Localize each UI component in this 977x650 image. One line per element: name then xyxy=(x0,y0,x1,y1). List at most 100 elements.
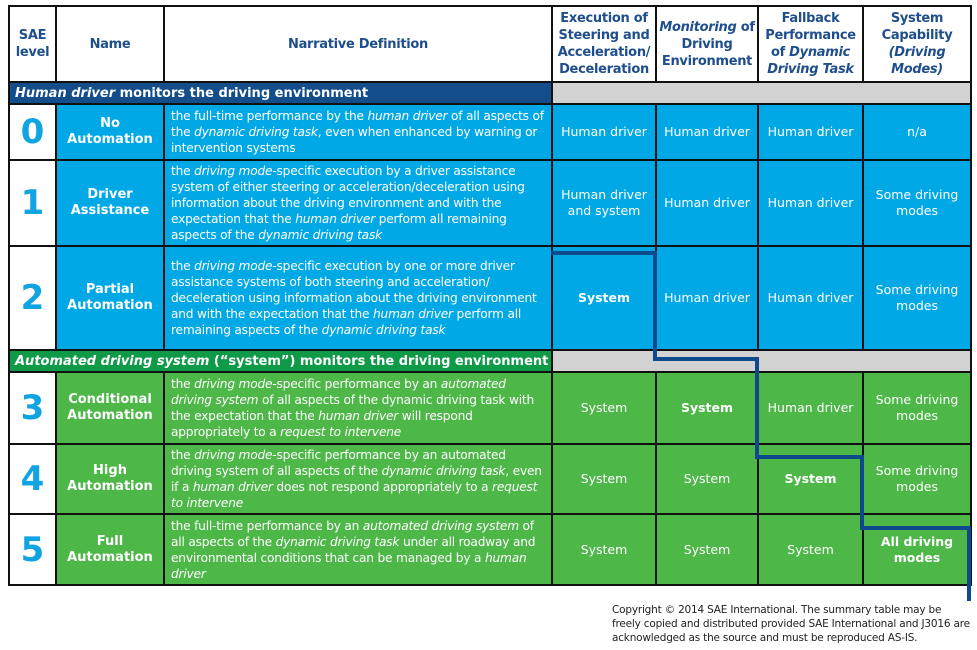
responsibility-cell: System xyxy=(551,245,657,351)
level-number: 0 xyxy=(8,103,57,161)
narrative-definition: the driving mode-specific performance by… xyxy=(163,443,553,515)
text-segment: of all aspects of the xyxy=(171,109,544,139)
responsibility-cell: Some driving modes xyxy=(862,371,972,445)
text-segment: perform all remaining aspects of the xyxy=(171,212,507,242)
column-header: Execution of Steering and Acceleration/ … xyxy=(551,5,657,83)
text-segment: Automated driving system xyxy=(15,353,210,369)
level-name: Full Automation xyxy=(55,513,165,586)
text-segment: human driver xyxy=(367,109,448,123)
text-segment: the xyxy=(171,259,195,273)
text-segment: -specific execution by one or more drive… xyxy=(171,259,537,321)
level-number: 2 xyxy=(8,245,57,351)
responsibility-cell: System xyxy=(655,443,759,515)
level-number: 3 xyxy=(8,371,57,445)
responsibility-cell: System xyxy=(551,513,657,586)
text-segment: human driver xyxy=(171,550,527,581)
responsibility-cell: Human driver xyxy=(655,245,759,351)
text-segment: perform all remaining aspects of the xyxy=(171,307,522,337)
responsibility-cell: Some driving modes xyxy=(862,159,972,247)
column-header: Narrative Definition xyxy=(163,5,553,83)
text-segment: the full-time performance by an xyxy=(171,518,363,533)
responsibility-cell: Some driving modes xyxy=(862,245,972,351)
section-band-label: Human driver monitors the driving enviro… xyxy=(8,81,553,105)
level-name: Driver Assistance xyxy=(55,159,165,247)
section-band-filler xyxy=(551,81,972,105)
responsibility-cell: System xyxy=(551,443,657,515)
responsibility-cell: System xyxy=(655,513,759,586)
sae-levels-table: SAE level Name Narrative Definition Executi… xyxy=(8,5,972,586)
column-header: Name xyxy=(55,5,165,83)
text-segment: (Driving Modes) xyxy=(888,45,946,77)
responsibility-cell: Some driving modes xyxy=(862,443,972,515)
column-header: Monitoring of Driving Environment xyxy=(655,5,759,83)
responsibility-cell: System xyxy=(757,513,864,586)
responsibility-cell: All driving modes xyxy=(862,513,972,586)
narrative-definition: the full-time performance by the human d… xyxy=(163,103,553,161)
responsibility-cell: Human driver xyxy=(655,103,759,161)
header-row: SAE level Name Narrative Definition Executi… xyxy=(8,5,972,83)
responsibility-cell: Human driver xyxy=(757,103,864,161)
responsibility-cell: Human driver xyxy=(757,159,864,247)
text-segment: dynamic driving task xyxy=(321,323,446,337)
column-header: SAE level xyxy=(8,5,57,83)
text-segment: of all aspects of the xyxy=(171,518,534,549)
text-segment: automated driving system xyxy=(362,518,519,533)
text-segment: will respond appropriately to a xyxy=(171,409,473,439)
text-segment: Execution of Steering and Acceleration/ … xyxy=(557,11,651,77)
text-segment: SAE level xyxy=(15,28,50,60)
text-segment: of Driving Environment xyxy=(661,19,755,69)
text-segment: the xyxy=(171,164,195,178)
text-segment: -specific performance by an xyxy=(272,377,441,391)
text-segment: dynamic driving task xyxy=(275,534,400,549)
level-row: 0 No Automation the full-time performanc… xyxy=(8,103,972,161)
text-segment: automated driving system xyxy=(171,377,506,407)
narrative-definition: the driving mode-specific performance by… xyxy=(163,371,553,445)
responsibility-cell: System xyxy=(551,371,657,445)
text-segment: -specific execution by a driver assistan… xyxy=(171,164,525,226)
text-segment: the xyxy=(171,377,195,391)
text-segment: the xyxy=(171,448,195,462)
text-segment: monitors the driving environment xyxy=(115,85,369,101)
text-segment: System Capability xyxy=(881,11,953,43)
responsibility-cell: Human driver and system xyxy=(551,159,657,247)
level-row: 1 Driver Assistance the driving mode-spe… xyxy=(8,159,972,247)
text-segment: human driver xyxy=(192,480,273,494)
text-segment: Monitoring xyxy=(659,19,737,35)
text-segment: Fallback Performance of xyxy=(765,11,856,60)
level-number: 1 xyxy=(8,159,57,247)
text-segment: dynamic driving task xyxy=(258,228,382,242)
narrative-definition: the full-time performance by an automate… xyxy=(163,513,553,586)
level-name: High Automation xyxy=(55,443,165,515)
column-header: System Capability (Driving Modes) xyxy=(862,5,972,83)
text-segment: under all roadway and environmental cond… xyxy=(171,534,536,565)
level-number: 4 xyxy=(8,443,57,515)
level-name: Conditional Automation xyxy=(55,371,165,445)
text-segment: dynamic driving task xyxy=(381,464,506,478)
text-segment: dynamic driving task xyxy=(194,125,318,139)
section-band-filler xyxy=(551,349,972,373)
text-segment: the full-time performance by the xyxy=(171,109,368,123)
responsibility-cell: Human driver xyxy=(551,103,657,161)
section-band-label: Automated driving system (“system”) moni… xyxy=(8,349,553,373)
text-segment: -specific performance by an automated dr… xyxy=(171,448,506,478)
responsibility-cell: Human driver xyxy=(655,159,759,247)
text-segment: Narrative Definition xyxy=(287,36,429,52)
text-segment: human driver xyxy=(373,307,453,321)
level-row: 4 High Automation the driving mode-speci… xyxy=(8,443,972,515)
text-segment: human driver xyxy=(318,409,399,423)
responsibility-cell: Human driver xyxy=(757,371,864,445)
text-segment: driving mode xyxy=(194,164,273,178)
column-header: Fallback Performance of Dynamic Driving … xyxy=(757,5,864,83)
narrative-definition: the driving mode-specific execution by o… xyxy=(163,245,553,351)
responsibility-cell: Human driver xyxy=(757,245,864,351)
responsibility-cell: System xyxy=(655,371,759,445)
text-segment: Human driver xyxy=(15,85,116,101)
text-segment: human driver xyxy=(295,212,376,226)
text-segment: of all aspects of the dynamic driving ta… xyxy=(171,393,535,423)
text-segment: driving mode xyxy=(194,448,273,462)
text-segment: , even when enhanced by warning or inter… xyxy=(171,125,538,155)
level-number: 5 xyxy=(8,513,57,586)
level-row: 2 Partial Automation the driving mode-sp… xyxy=(8,245,972,351)
section-band: Automated driving system (“system”) moni… xyxy=(8,349,972,373)
text-segment: driving mode xyxy=(194,377,273,391)
